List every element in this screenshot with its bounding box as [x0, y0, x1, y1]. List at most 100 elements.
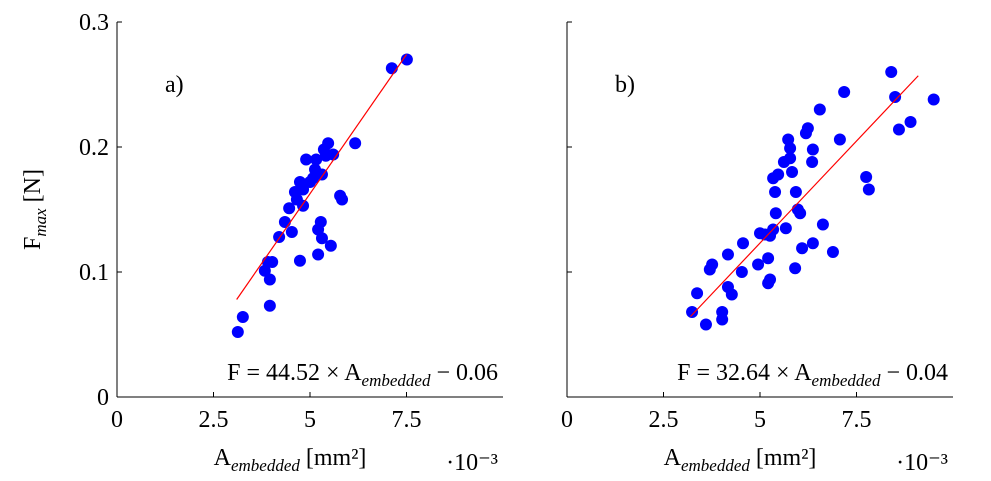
- point: [721, 248, 734, 261]
- point: [799, 127, 812, 140]
- x-tick-label: 5: [304, 407, 316, 433]
- equation-sub: embedded: [362, 371, 431, 390]
- point: [826, 246, 839, 258]
- y-axis-label: Fmax [N]: [20, 169, 50, 250]
- point: [327, 148, 340, 161]
- fit-line: [236, 54, 407, 300]
- point: [300, 153, 313, 166]
- point: [806, 156, 819, 168]
- point: [813, 103, 826, 116]
- equation-part: − 0.06: [430, 360, 498, 386]
- fit-line: [690, 75, 919, 317]
- point: [400, 53, 413, 66]
- point: [263, 299, 276, 312]
- x-multiplier: ·10⁻³: [896, 450, 948, 476]
- point: [769, 207, 782, 220]
- point: [312, 248, 325, 261]
- x-axis-label-part: A: [664, 445, 682, 471]
- x-axis-label-sub: embedded: [681, 456, 750, 475]
- point: [285, 226, 298, 238]
- x-tick-label: 0: [561, 407, 573, 433]
- equation: F = 32.64 × Aembedded − 0.04: [677, 360, 948, 390]
- point: [314, 216, 327, 228]
- x-tick-label: 5: [754, 407, 766, 433]
- point: [862, 183, 875, 196]
- y-axis-label-part: F: [20, 237, 46, 250]
- annotation: b): [615, 72, 635, 98]
- point: [904, 116, 917, 128]
- point: [789, 262, 802, 275]
- point: [721, 281, 734, 293]
- point: [293, 254, 306, 267]
- point: [266, 256, 279, 268]
- point: [349, 137, 362, 150]
- point: [789, 186, 802, 198]
- y-tick-label: 0.2: [79, 135, 109, 161]
- point: [764, 273, 777, 286]
- equation-part: − 0.04: [880, 360, 948, 386]
- point: [336, 193, 349, 206]
- point: [283, 202, 296, 215]
- point: [889, 91, 902, 103]
- point: [231, 326, 244, 338]
- point: [885, 66, 898, 78]
- point: [754, 227, 766, 240]
- x-tick-label: 7.5: [842, 407, 872, 433]
- point: [838, 86, 851, 98]
- point: [699, 318, 712, 331]
- point: [315, 232, 328, 245]
- point: [791, 203, 804, 216]
- point: [860, 171, 873, 183]
- x-axis-label-sub: embedded: [231, 456, 300, 475]
- equation: F = 44.52 × Aembedded − 0.06: [227, 360, 498, 390]
- point: [324, 239, 337, 252]
- x-axis-label-part: A: [214, 445, 232, 471]
- point: [310, 153, 323, 166]
- x-tick-label: 7.5: [392, 407, 422, 433]
- point: [927, 93, 940, 106]
- point: [769, 186, 782, 198]
- y-tick-label: 0.1: [79, 260, 109, 286]
- point: [833, 133, 846, 146]
- point: [806, 237, 819, 250]
- point: [786, 166, 799, 178]
- point: [735, 266, 748, 278]
- x-tick-label: 0: [111, 407, 123, 433]
- x-axis-label: Aembedded [mm²]: [214, 445, 367, 475]
- point: [782, 133, 795, 146]
- x-multiplier: ·10⁻³: [446, 450, 498, 476]
- point: [686, 306, 699, 318]
- y-axis-label-part: [N]: [20, 169, 46, 208]
- point: [737, 237, 750, 250]
- point: [236, 311, 249, 323]
- y-axis-label-sub: max: [31, 208, 50, 237]
- point: [767, 172, 780, 185]
- point: [816, 218, 829, 231]
- annotation: a): [165, 72, 184, 98]
- point: [691, 287, 704, 300]
- equation-part: F = 32.64 × A: [677, 360, 812, 386]
- point: [777, 156, 790, 168]
- point: [703, 263, 716, 276]
- x-axis-label-part: [mm²]: [300, 445, 367, 471]
- x-axis-label-part: [mm²]: [750, 445, 817, 471]
- point: [278, 216, 291, 228]
- point: [322, 137, 335, 150]
- y-tick-label: 0: [97, 385, 109, 411]
- x-axis-label: Aembedded [mm²]: [664, 445, 817, 475]
- equation-sub: embedded: [812, 371, 881, 390]
- point: [796, 242, 809, 255]
- point: [752, 258, 765, 271]
- x-tick-label: 2.5: [649, 407, 679, 433]
- point: [385, 62, 398, 75]
- point: [716, 313, 729, 326]
- point: [263, 273, 276, 286]
- point: [762, 252, 775, 265]
- y-tick-label: 0.3: [79, 10, 109, 36]
- equation-part: F = 44.52 × A: [227, 360, 362, 386]
- point: [892, 123, 905, 136]
- x-tick-label: 2.5: [199, 407, 229, 433]
- point: [779, 222, 792, 235]
- point: [806, 143, 819, 156]
